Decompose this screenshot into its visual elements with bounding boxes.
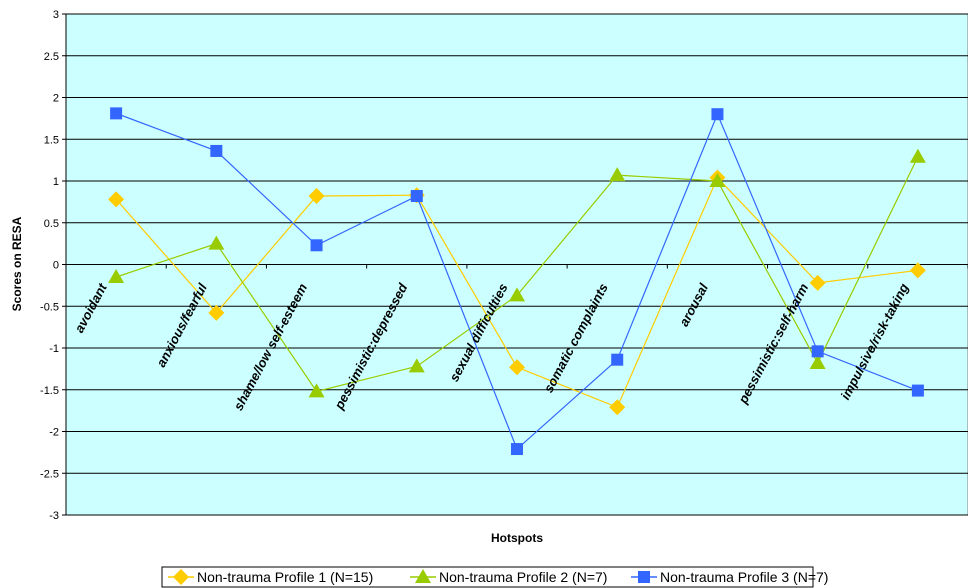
legend-entry: Non-trauma Profile 3 (N=7)	[660, 569, 828, 585]
y-tick-label: 0.5	[44, 218, 59, 230]
data-point	[909, 262, 926, 279]
legend-marker	[173, 569, 189, 585]
data-point	[611, 353, 624, 366]
data-point	[108, 269, 125, 284]
data-point	[609, 399, 626, 416]
legend-marker	[638, 571, 650, 583]
data-point	[811, 345, 824, 358]
data-point	[911, 384, 924, 397]
data-point	[308, 383, 325, 398]
legend-box	[161, 566, 814, 588]
data-point	[809, 274, 826, 291]
y-tick-label: 0	[53, 260, 59, 272]
legend: Non-trauma Profile 1 (N=15) Non-trauma Pr…	[161, 566, 828, 588]
data-point	[310, 239, 323, 252]
data-point	[208, 304, 225, 321]
y-tick-label: 3	[53, 9, 59, 21]
y-tick-label: -3	[49, 510, 59, 522]
data-point	[711, 108, 724, 121]
data-point	[110, 107, 123, 120]
data-point	[308, 188, 325, 205]
y-tick-label: -2.5	[40, 468, 59, 480]
y-tick-label: 1	[53, 176, 59, 188]
data-point	[909, 148, 926, 163]
data-point	[609, 167, 626, 182]
y-tick-label: -0.5	[40, 301, 59, 313]
data-point	[410, 190, 423, 203]
legend-marker	[415, 569, 431, 583]
legend-entry: Non-trauma Profile 2 (N=7)	[439, 569, 607, 585]
legend-entry: Non-trauma Profile 1 (N=15)	[197, 569, 373, 585]
data-point	[210, 144, 223, 157]
y-tick-label: -1.5	[40, 385, 59, 397]
data-point	[509, 287, 525, 302]
data-point	[208, 235, 225, 250]
y-tick-label: 1.5	[44, 134, 59, 146]
y-tick-label: 2.5	[44, 51, 59, 63]
data-point	[509, 359, 525, 376]
y-tick-label: -2	[49, 427, 59, 439]
data-point	[511, 443, 523, 456]
data-point	[709, 173, 726, 187]
y-tick-label: 2	[53, 93, 59, 105]
y-axis-title: Scores on RESA	[10, 216, 24, 311]
data-point	[108, 191, 125, 208]
data-point	[809, 355, 826, 370]
data-point	[408, 358, 425, 373]
x-axis-title: Hotspots	[491, 531, 543, 545]
y-tick-label: -1	[49, 343, 59, 355]
